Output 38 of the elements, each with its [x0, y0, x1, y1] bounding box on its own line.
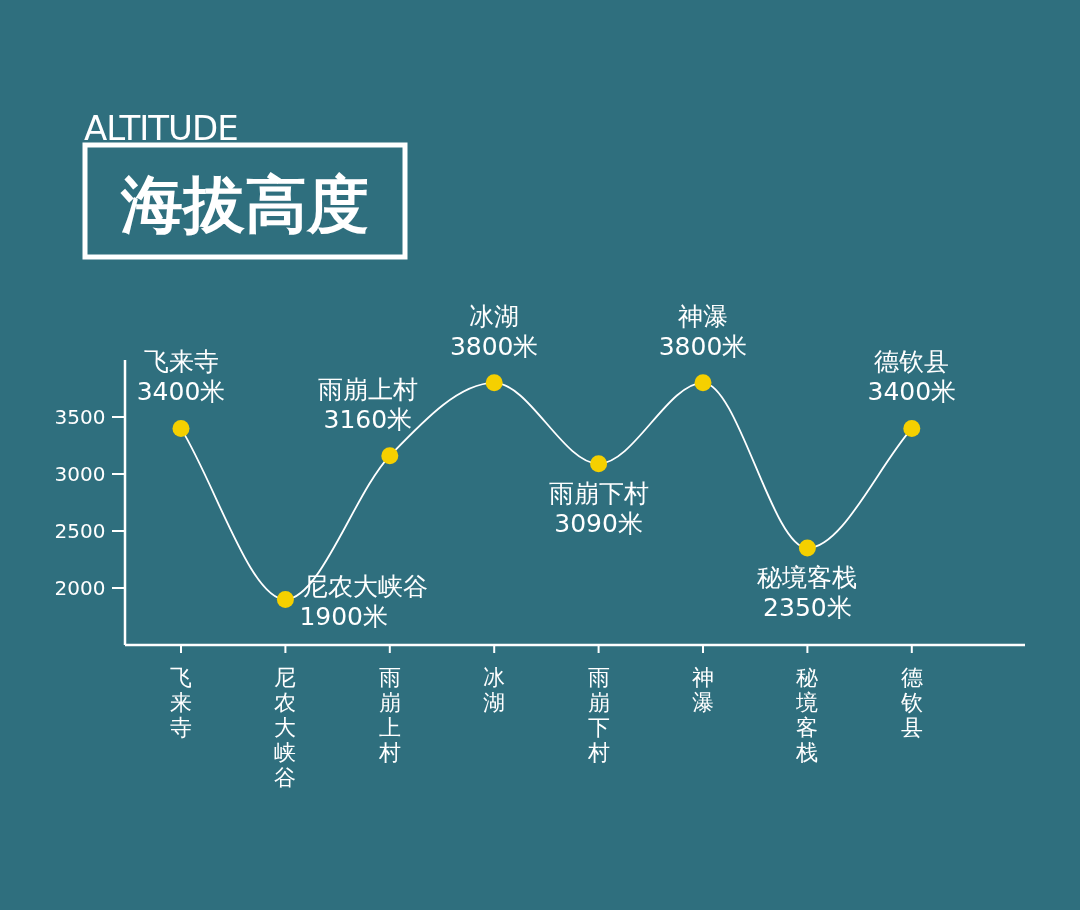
- category-label: 雨崩上村: [317, 374, 418, 404]
- data-label: 3800米: [449, 331, 539, 361]
- point: [798, 539, 816, 557]
- category-label: 冰湖: [469, 301, 520, 331]
- x-tick-label: 雨 崩 上 村: [377, 665, 401, 765]
- data-label: 3400米: [867, 377, 957, 407]
- x-tick-label: 秘 境 客 栈: [795, 665, 819, 765]
- x-tick-label: 尼 农 大 峡 谷: [274, 665, 297, 790]
- y-tick-label: 2500: [54, 519, 106, 543]
- chart-subtitle: ALTITUDE: [84, 108, 238, 148]
- category-label: 飞来寺: [143, 347, 219, 377]
- y-tick-label: 3500: [54, 405, 106, 429]
- data-label: 3800米: [658, 331, 748, 361]
- data-label: 3160米: [323, 404, 413, 434]
- point: [381, 447, 399, 465]
- category-label: 尼农大峡谷: [303, 572, 429, 602]
- point: [903, 419, 921, 437]
- category-label: 秘境客栈: [757, 563, 858, 593]
- y-tick-label: 3000: [54, 462, 106, 486]
- data-label: 2350米: [763, 593, 852, 623]
- category-label: 雨崩下村: [548, 478, 649, 508]
- x-tick-label: 冰 湖: [483, 665, 506, 715]
- point: [485, 374, 503, 392]
- point: [276, 590, 294, 608]
- point: [694, 374, 712, 392]
- point: [172, 419, 190, 437]
- x-tick-label: 德 钦 县: [899, 665, 923, 740]
- x-tick-label: 雨 崩 下 村: [586, 665, 610, 765]
- point: [590, 455, 608, 473]
- data-label: 1900米: [299, 602, 389, 632]
- data-label: 3090米: [554, 508, 643, 538]
- chart-title: 海拔高度: [120, 168, 369, 241]
- category-label: 德钦县: [874, 347, 950, 377]
- y-tick-label: 2000: [54, 576, 106, 600]
- x-tick-label: 飞 来 寺: [170, 665, 192, 740]
- category-label: 神瀑: [678, 301, 728, 331]
- x-tick-label: 神 瀑: [692, 665, 714, 715]
- data-label: 3400米: [136, 377, 226, 407]
